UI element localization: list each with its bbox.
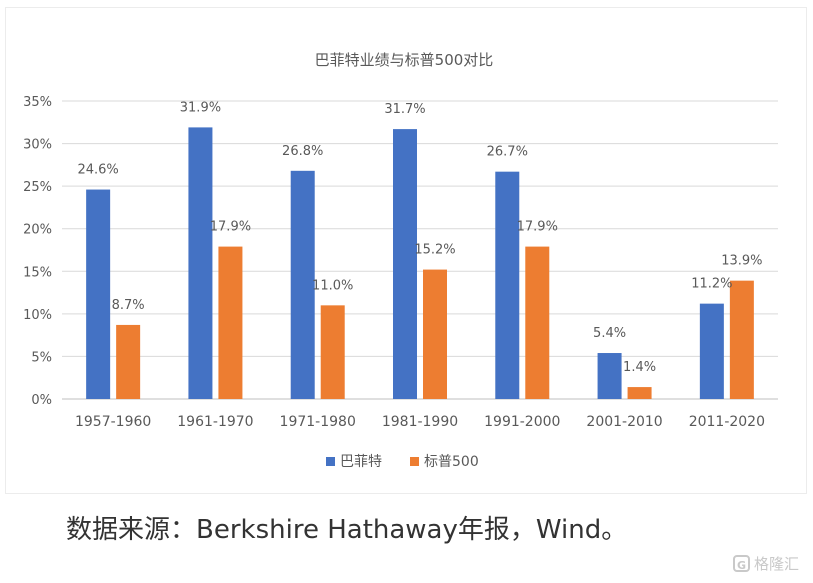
source-note: 数据来源：Berkshire Hathaway年报，Wind。 xyxy=(66,515,628,545)
watermark-text: 格隆汇 xyxy=(753,555,799,573)
data-label: 26.8% xyxy=(282,144,323,159)
chart-panel: 巴菲特业绩与标普500对比 0% 5% 10% 15% 20% 25% 30% 35% 24.… xyxy=(6,8,806,493)
bar-series1 xyxy=(597,353,622,399)
x-tick-label: 1961-1970 xyxy=(177,414,253,430)
bar-series1 xyxy=(699,303,724,399)
y-tick-label: 5% xyxy=(31,350,52,365)
x-tick-label: 2011-2020 xyxy=(689,414,765,430)
data-label: 26.7% xyxy=(487,145,528,160)
legend-label: 标普500 xyxy=(424,454,479,470)
data-label: 31.9% xyxy=(180,100,221,115)
data-label: 17.9% xyxy=(517,220,558,235)
bar-series2 xyxy=(525,246,550,399)
bar-series1 xyxy=(188,127,213,399)
y-tick-label: 30% xyxy=(23,138,52,153)
bar-series2 xyxy=(218,246,243,399)
bar-series2 xyxy=(423,269,447,399)
y-tick-label: 20% xyxy=(23,223,52,238)
x-tick-label: 2001-2010 xyxy=(586,414,662,430)
data-labels: 24.6% 8.7% 31.9% 17.9% 26.8% 11.0% 31.7% 15.2% 2… xyxy=(77,100,762,375)
y-tick-label: 35% xyxy=(23,95,52,110)
legend: 巴菲特 标普500 xyxy=(326,454,479,470)
bar-series2 xyxy=(320,305,345,399)
y-tick-label: 25% xyxy=(23,180,52,195)
data-label: 17.9% xyxy=(210,220,251,235)
watermark-logo-icon: G xyxy=(732,555,750,572)
data-label: 11.0% xyxy=(312,278,353,293)
bars xyxy=(86,127,754,399)
x-tick-label: 1981-1990 xyxy=(382,414,458,430)
data-label: 24.6% xyxy=(77,163,118,178)
x-tick-label: 1971-1980 xyxy=(280,414,356,430)
bar-series1 xyxy=(393,129,417,399)
data-label: 5.4% xyxy=(593,326,626,341)
x-axis-ticks: 1957-1960 1961-1970 1971-1980 1981-1990 1991… xyxy=(75,414,765,430)
chart-title: 巴菲特业绩与标普500对比 xyxy=(315,51,494,69)
y-axis-ticks: 0% 5% 10% 15% 20% 25% 30% 35% xyxy=(23,95,52,408)
legend-swatch xyxy=(410,457,419,466)
bar-series1 xyxy=(495,171,520,399)
x-tick-label: 1991-2000 xyxy=(484,414,560,430)
bar-series2 xyxy=(627,387,652,399)
bar-series2 xyxy=(729,280,754,399)
watermark: G 格隆汇 xyxy=(732,553,799,574)
bar-series1 xyxy=(290,170,315,399)
y-tick-label: 15% xyxy=(23,265,52,280)
data-label: 15.2% xyxy=(414,243,455,258)
data-label: 8.7% xyxy=(112,298,145,313)
bar-series2 xyxy=(116,324,141,399)
x-tick-label: 1957-1960 xyxy=(75,414,151,430)
y-tick-label: 10% xyxy=(23,308,52,323)
y-tick-label: 0% xyxy=(31,393,52,408)
gridlines xyxy=(62,100,778,400)
legend-swatch xyxy=(326,457,335,466)
data-label: 31.7% xyxy=(384,102,425,117)
data-label: 1.4% xyxy=(623,360,656,375)
bar-chart: 巴菲特业绩与标普500对比 0% 5% 10% 15% 20% 25% 30% 35% 24.… xyxy=(23,51,778,470)
bar-series1 xyxy=(86,189,111,399)
legend-label: 巴菲特 xyxy=(340,454,382,470)
data-label: 11.2% xyxy=(691,277,732,292)
data-label: 13.9% xyxy=(721,254,762,269)
